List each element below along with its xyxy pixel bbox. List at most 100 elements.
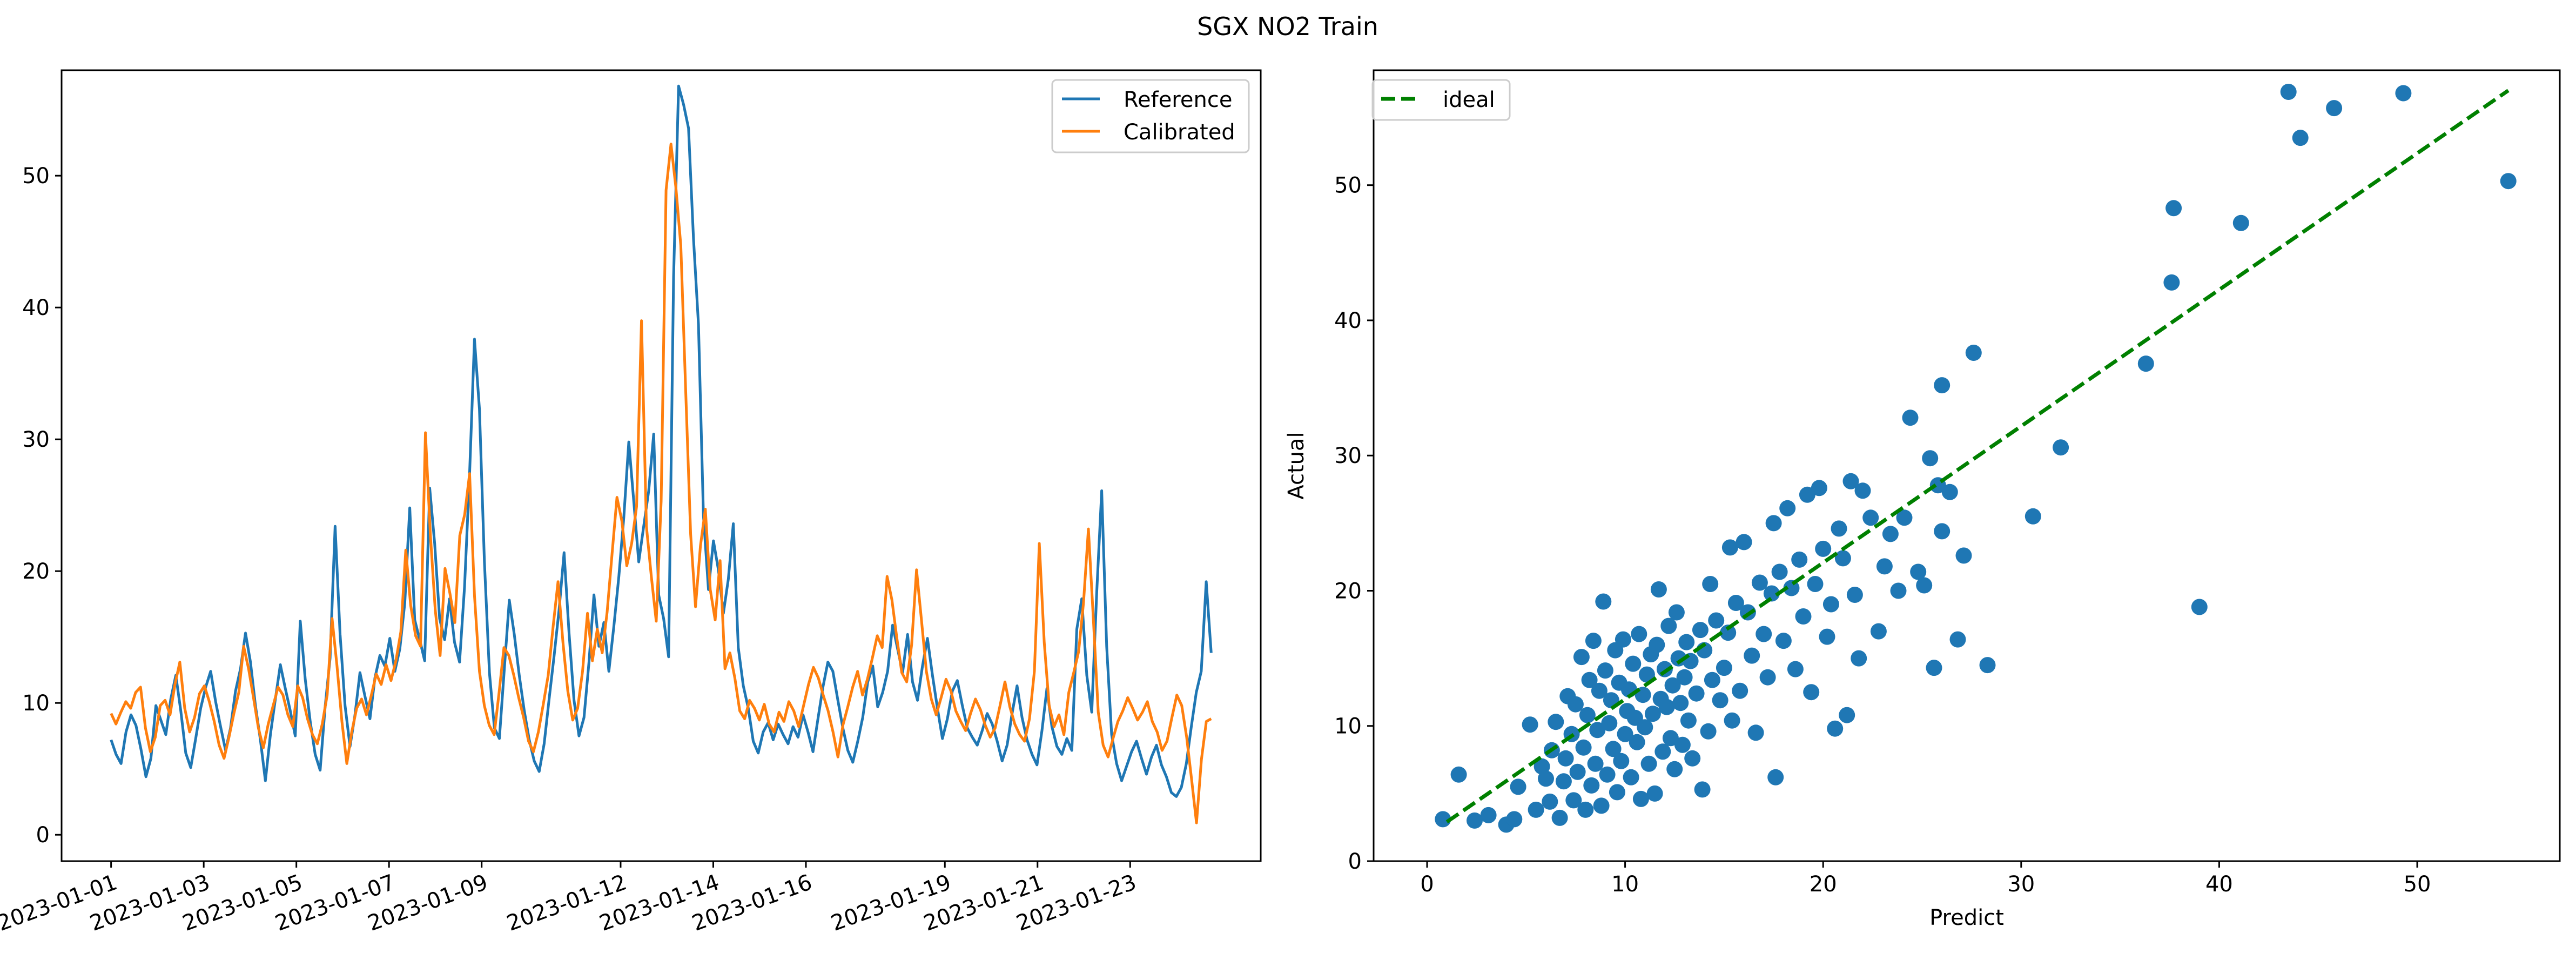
scatter-point (1623, 769, 1639, 786)
scatter-point (1712, 692, 1728, 709)
scatter-point (1450, 766, 1467, 783)
scatter-point (1751, 574, 1768, 591)
scatter-point (1799, 486, 1815, 503)
scatter-point (1941, 484, 1958, 500)
scatter-point (1721, 539, 1738, 556)
scatter-point (1676, 669, 1693, 686)
scatter-point (1435, 811, 1451, 828)
scatter-point (1575, 739, 1592, 756)
scatter-point (1589, 722, 1606, 739)
scatter-point (2292, 130, 2309, 146)
scatter-point (1890, 582, 1907, 599)
scatter-point (1573, 649, 1590, 666)
scatter-point (1896, 509, 1913, 526)
scatter-point (1688, 685, 1705, 702)
scatter-point (1775, 633, 1792, 649)
scatter-point (1704, 672, 1720, 688)
scatter-point (2053, 439, 2069, 456)
scatter-point (2500, 173, 2517, 190)
scatter-point (1591, 682, 1608, 699)
scatter-x-axis-label: Predict (1929, 905, 2004, 930)
scatter-legend: ideal (1371, 79, 1511, 121)
scatter-point (1557, 750, 1574, 767)
time-series-frame (60, 69, 1262, 862)
y-tick-label: 30 (22, 427, 50, 452)
scatter-point (1716, 660, 1732, 676)
scatter-point (1674, 736, 1691, 753)
scatter-point (1854, 482, 1871, 499)
scatter-point (1736, 534, 1752, 551)
scatter-point (1680, 712, 1697, 729)
y-tick-label: 30 (1334, 444, 1362, 468)
scatter-point (1542, 793, 1558, 810)
scatter-point (1862, 509, 1879, 526)
scatter-point (1765, 515, 1782, 532)
scatter-point (1720, 625, 1737, 641)
scatter-point (1692, 622, 1709, 639)
time-series-lines (110, 84, 1213, 824)
scatter-point (1551, 809, 1568, 826)
scatter-point (1949, 631, 1966, 648)
series-line-reference (110, 84, 1213, 798)
ideal-line (1445, 89, 2510, 824)
scatter-point (1583, 777, 1600, 794)
scatter-point (2165, 200, 2182, 217)
scatter-point (1779, 500, 1796, 516)
x-tick-label: 40 (2205, 872, 2233, 897)
scatter-point (1934, 523, 1951, 540)
scatter-point (1548, 714, 1564, 730)
scatter-point (1756, 626, 1772, 642)
scatter-point (2191, 599, 2208, 615)
scatter-point (1644, 706, 1661, 722)
scatter-point (1637, 719, 1653, 736)
scatter-point (1834, 550, 1851, 567)
scatter-point (1666, 761, 1683, 777)
y-tick-label: 0 (36, 823, 50, 848)
scatter-point (1658, 699, 1675, 715)
scatter-point (1569, 763, 1586, 780)
scatter-point (1506, 811, 1523, 828)
x-tick-label: 50 (2404, 872, 2431, 897)
scatter-point (1480, 807, 1497, 823)
time-series-legend: Reference Calibrated (1051, 79, 1250, 153)
y-tick-label: 40 (22, 296, 50, 320)
scatter-point (1617, 726, 1633, 742)
scatter-point (2137, 355, 2154, 372)
scatter-point (1595, 593, 1612, 610)
scatter-point (1528, 801, 1544, 818)
scatter-point (1787, 661, 1804, 677)
scatter-point (1708, 612, 1725, 629)
scatter-point (1803, 684, 1820, 701)
scatter-point (1534, 758, 1550, 775)
scatter-point (1668, 604, 1685, 621)
scatter-point (1831, 520, 1847, 537)
scatter-panel: 0 10 20 30 40 50 0 10 20 30 40 50 Predict Actual i… (1284, 69, 2561, 930)
legend-label-ideal: ideal (1443, 88, 1495, 112)
scatter-point (1763, 585, 1780, 602)
scatter-point (1625, 655, 1642, 672)
y-tick-label: 10 (22, 691, 50, 716)
scatter-point (1581, 672, 1598, 688)
scatter-point (1649, 636, 1665, 653)
scatter-point (1579, 707, 1596, 723)
scatter-point (1842, 473, 1859, 489)
scatter-point (1640, 755, 1657, 772)
scatter-point (1700, 723, 1717, 740)
scatter-point (1744, 647, 1760, 664)
scatter-point (1846, 587, 1863, 603)
scatter-point (2326, 100, 2343, 117)
scatter-point (1876, 558, 1893, 575)
scatter-point (1587, 755, 1604, 772)
scatter-point (1654, 743, 1671, 760)
scatter-frame (1373, 69, 2561, 862)
scatter-point (1467, 812, 1483, 829)
scatter-point (1767, 769, 1784, 786)
scatter-point (1795, 608, 1812, 625)
scatter-point (1791, 551, 1808, 568)
y-tick-label: 20 (22, 559, 50, 584)
scatter-point (1926, 660, 1942, 676)
scatter-point (1577, 801, 1594, 818)
scatter-point (1815, 540, 1832, 557)
time-series-y-axis: 0 10 20 30 40 50 (22, 164, 62, 848)
legend-label-reference: Reference (1124, 88, 1232, 112)
